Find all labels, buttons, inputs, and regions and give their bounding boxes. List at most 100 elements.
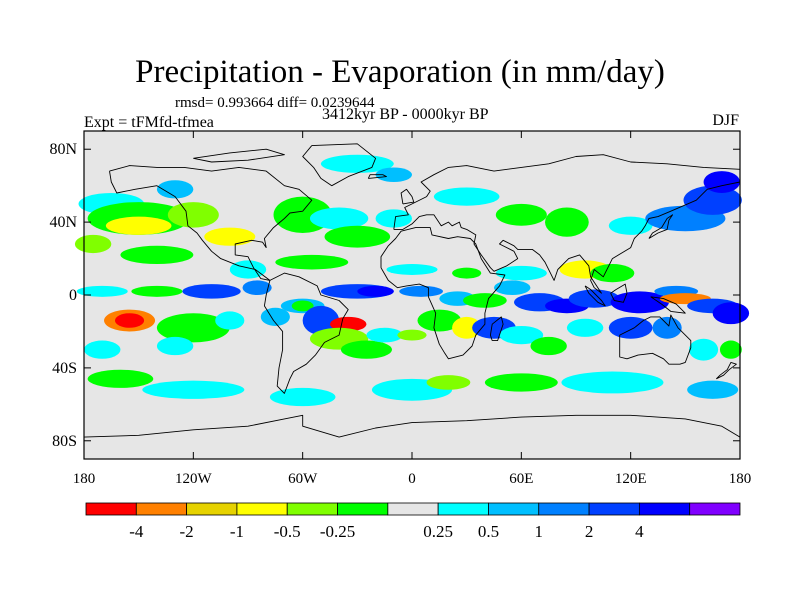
field-patch: [495, 265, 547, 281]
field-patch: [215, 311, 245, 330]
field-patch: [204, 227, 256, 246]
field-patch: [156, 313, 230, 343]
field-patch: [142, 380, 245, 399]
colorbar-label: 0.25: [423, 522, 453, 541]
field-patch: [386, 264, 438, 275]
field-patch: [561, 371, 664, 394]
field-patch: [105, 216, 172, 235]
colorbar-swatch: [135, 502, 188, 516]
field-patch: [608, 316, 653, 339]
coastline-africa: [380, 227, 506, 360]
field-patch: [426, 375, 471, 390]
map-field-layer: [74, 131, 750, 459]
colorbar-label: 0.5: [478, 522, 499, 541]
field-patch: [463, 293, 507, 308]
field-patch: [652, 316, 682, 339]
field-patch: [269, 387, 336, 407]
field-patch: [275, 254, 349, 270]
field-patch: [156, 180, 194, 199]
field-patch: [433, 187, 500, 206]
field-patch: [688, 338, 719, 361]
coastline-australia: [619, 314, 692, 365]
field-patch: [182, 284, 241, 299]
field-patch: [566, 318, 604, 337]
coastline-borneo: [610, 283, 628, 303]
field-patch: [397, 329, 427, 341]
period-label: 3412kyr BP - 0000kyr BP: [322, 106, 489, 123]
field-patch: [302, 305, 340, 336]
field-patch: [324, 225, 391, 248]
field-patch: [309, 207, 369, 230]
field-patch: [375, 167, 412, 183]
field-patch: [703, 171, 740, 193]
coastline-greenland: [302, 143, 377, 187]
colorbar-label: -0.5: [274, 522, 301, 541]
field-patch: [114, 313, 145, 328]
field-patch: [87, 369, 154, 388]
lat-tick-label: 40S: [52, 360, 77, 377]
field-patch: [74, 234, 112, 254]
coastline-japan: [648, 214, 674, 239]
field-patch: [495, 203, 547, 226]
colorbar-swatch: [588, 502, 640, 516]
colorbar-swatch: [186, 502, 238, 516]
colorbar-swatch: [689, 502, 741, 516]
colorbar-label: -2: [180, 522, 194, 541]
colorbar-swatch: [638, 502, 691, 516]
field-patch: [719, 340, 742, 359]
colorbar-swatch: [437, 502, 489, 516]
lat-tick-label: 40N: [49, 214, 77, 231]
colorbar-label: -4: [129, 522, 144, 541]
lon-tick-label: 120W: [175, 471, 213, 487]
coastline-madagascar: [489, 316, 504, 342]
field-patch: [399, 285, 443, 297]
coastline-eurasia: [393, 154, 741, 294]
colorbar-label: 2: [585, 522, 594, 541]
field-patch: [452, 316, 482, 339]
season-label: DJF: [712, 112, 739, 129]
field-patch: [76, 285, 128, 297]
field-patch: [530, 336, 567, 356]
field-patch: [545, 207, 589, 237]
lon-tick-label: 60W: [288, 471, 318, 487]
axis-ticks: 80N 40N 0 40S 80S 180 120W 60W 0 60E 120E 180: [49, 131, 751, 487]
field-patch: [375, 209, 412, 228]
colorbar-swatch: [387, 502, 439, 516]
coastline-iceland: [367, 174, 387, 179]
coastline-antarctica: [83, 414, 741, 438]
colorbar-swatch: [85, 502, 137, 516]
lon-tick-label: 0: [408, 471, 416, 487]
coastline-sumatra: [584, 285, 606, 307]
field-patch: [357, 285, 394, 297]
field-patch: [229, 260, 267, 279]
lon-tick-label: 180: [729, 471, 752, 487]
field-patch: [712, 302, 750, 325]
lon-tick-label: 120E: [615, 471, 647, 487]
coastline-arctic-islands: [193, 148, 285, 163]
field-patch: [484, 373, 558, 392]
field-patch: [340, 340, 392, 359]
field-patch: [494, 280, 531, 296]
colorbar: -4 -2 -1 -0.5 -0.25 0.25 0.5 1 2 4: [85, 502, 741, 541]
colorbar-swatch: [337, 502, 389, 516]
field-patch: [167, 202, 219, 228]
field-patch: [452, 267, 482, 279]
field-patch: [120, 245, 194, 265]
plot-title: Precipitation - Evaporation (in mm/day): [135, 54, 665, 90]
colorbar-swatch: [488, 502, 540, 516]
coastline-uk: [400, 188, 415, 205]
field-patch: [291, 300, 314, 312]
colorbar-label: -1: [230, 522, 244, 541]
field-patch: [84, 340, 121, 359]
field-patch: [242, 280, 272, 296]
lon-tick-label: 60E: [509, 471, 533, 487]
field-patch: [131, 285, 183, 297]
field-patch: [608, 216, 653, 235]
coastline-new-zealand: [715, 361, 737, 380]
lon-tick-label: 180: [73, 471, 96, 487]
field-patch: [687, 380, 739, 399]
field-patch: [590, 264, 635, 283]
colorbar-label: 4: [635, 522, 644, 541]
colorbar-swatch: [236, 502, 288, 516]
